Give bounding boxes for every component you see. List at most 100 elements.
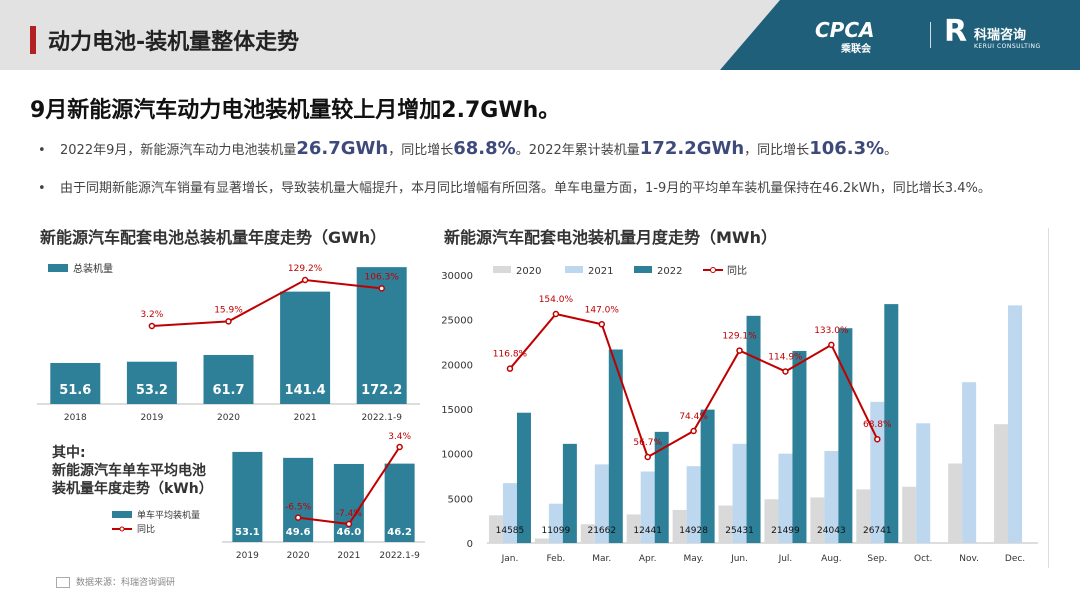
kerui-logo: 科瑞咨询 KERUI CONSULTING [974, 24, 1041, 50]
chart1-yoy-label: 129.2% [288, 264, 323, 274]
bullet-1-value-3: 172.2GWh [639, 138, 745, 159]
chart3-x-tick: May. [684, 554, 704, 564]
chart3-bar-2021 [870, 401, 885, 543]
chart3-yoy-point [598, 321, 606, 328]
chart3-bar-label: 26741 [863, 526, 892, 536]
chart3-bar-label: 25431 [725, 526, 754, 536]
chart1-x-tick: 2019 [140, 413, 163, 423]
logo-band [720, 0, 1080, 70]
chart3-bar-2020 [580, 524, 595, 543]
chart3-x-tick: Mar. [592, 554, 611, 564]
chart1-yoy-point [148, 322, 156, 330]
chart3-y-tick: 5000 [448, 494, 473, 505]
chart2-yoy-label: 3.4% [388, 432, 411, 442]
chart2-x-tick: 2020 [287, 551, 310, 561]
chart1-x-tick: 2018 [64, 413, 87, 423]
chart3-yoy-label: 154.0% [539, 295, 574, 305]
chart2-bar [283, 457, 314, 542]
chart3-bar-2021 [824, 450, 839, 543]
chart3-yoy-label: 56.7% [633, 438, 662, 448]
chart1-title: 新能源汽车配套电池总装机量年度走势（GWh） [40, 228, 386, 247]
bullet-dot: • [38, 143, 46, 158]
chart2-yoy-point [294, 514, 302, 521]
cpca-logo-text: CPCA [815, 18, 875, 42]
chart1-bar-label: 51.6 [59, 383, 91, 398]
chart3-bar-2021 [1008, 305, 1023, 543]
chart3-bar-2020 [488, 515, 503, 543]
chart2-legend-bar-swatch [112, 511, 132, 518]
chart3-legend-swatch [634, 266, 652, 273]
chart2-yoy-label: -6.5% [285, 503, 312, 513]
cpca-logo-sub: 乘联会 [841, 44, 871, 55]
chart3-legend-swatch [565, 266, 583, 273]
chart3-y-tick: 10000 [441, 450, 473, 461]
document-icon [56, 577, 70, 588]
bullet-1-value-4: 106.3% [809, 138, 885, 159]
chart3-y-tick: 20000 [441, 360, 473, 371]
kerui-logo-sub: KERUI CONSULTING [974, 43, 1041, 50]
chart3-x-tick: Feb. [546, 554, 565, 564]
chart3-bar-2022 [792, 350, 807, 543]
chart2-title-line: 其中: [52, 444, 86, 461]
chart3-bar-2021 [916, 423, 931, 543]
chart3-x-tick: Sep. [867, 554, 887, 564]
logo-divider [930, 22, 931, 48]
chart3-legend-line-label: 同比 [727, 265, 747, 277]
chart1-x-tick: 2021 [294, 413, 317, 423]
chart3-yoy-point [874, 435, 881, 443]
chart2-x-tick: 2019 [236, 551, 259, 561]
chart1-bar [126, 361, 177, 404]
chart3-x-tick: Jun. [730, 554, 748, 564]
chart3-bar-2020 [626, 514, 641, 543]
right-divider [1048, 228, 1049, 568]
chart3-bar-2022 [516, 412, 531, 543]
chart2-bar-label: 53.1 [235, 527, 260, 538]
chart3-bar-2021 [502, 483, 517, 543]
chart2-legend-line-marker [119, 526, 125, 532]
chart1-bar-label: 141.4 [285, 383, 326, 398]
bullet-1-text-1: 2022年9月，新能源汽车动力电池装机量 [60, 143, 297, 158]
chart3-bar-2021 [548, 503, 563, 543]
chart3-x-tick: Apr. [639, 554, 657, 564]
chart3-legend-line-marker [710, 267, 716, 273]
chart3-yoy-label: 147.0% [585, 305, 620, 315]
chart3-title: 新能源汽车配套电池装机量月度走势（MWh） [444, 228, 777, 247]
chart3-bar-label: 11099 [542, 526, 571, 536]
chart2-yoy-label: -7.4% [336, 509, 363, 519]
chart3-bar-2022 [838, 328, 853, 543]
chart2-bar [232, 451, 263, 542]
chart2-legend-line-label: 同比 [137, 523, 155, 535]
chart1-yoy-point [301, 276, 309, 284]
chart2-yoy-point [396, 443, 403, 451]
chart3-yoy-point [506, 365, 514, 372]
kerui-logo-text: 科瑞咨询 [974, 28, 1027, 43]
chart1-yoy-label: 3.2% [140, 310, 163, 320]
chart1-yoy-label: 15.9% [214, 305, 243, 315]
chart3-bar-2020 [534, 538, 549, 543]
chart1-yoy-label: 106.3% [365, 272, 400, 282]
chart3-x-tick: Jul. [778, 554, 793, 564]
chart3-legend-label: 2021 [588, 266, 613, 277]
cpca-logo: CPCA 乘联会 [815, 18, 875, 55]
chart3-bar-label: 14928 [679, 526, 708, 536]
chart2-yoy-line [297, 446, 401, 526]
chart3-bar-label: 12441 [633, 526, 662, 536]
chart3-bar-label: 21499 [771, 526, 800, 536]
chart3-bar-2021 [594, 464, 609, 543]
bullet-2: • 由于同期新能源汽车销量有显著增长，导致装机量大幅提升，本月同比增幅有所回落。单… [38, 177, 991, 196]
bullet-1: • 2022年9月，新能源汽车动力电池装机量26.7GWh，同比增长68.8%。2… [38, 138, 897, 159]
chart3-bar-2020 [764, 499, 779, 543]
chart3-yoy-label: 114.9% [768, 352, 803, 362]
chart3-x-tick: Dec. [1005, 554, 1025, 564]
chart3-yoy-label: 68.8% [863, 420, 892, 430]
chart3-yoy-point [644, 453, 651, 461]
chart1-bar [50, 362, 101, 404]
chart3-x-tick: Aug. [821, 554, 841, 564]
chart1-bar-label: 172.2 [361, 383, 402, 398]
chart3-legend-label: 2020 [516, 266, 541, 277]
chart1-bar [356, 267, 407, 404]
chart3-bar-label: 21662 [587, 526, 616, 536]
chart3-y-tick: 30000 [441, 271, 473, 282]
bullet-2-text: 由于同期新能源汽车销量有显著增长，导致装机量大幅提升，本月同比增幅有所回落。单车… [60, 181, 991, 196]
chart3-bar-2020 [948, 463, 963, 543]
